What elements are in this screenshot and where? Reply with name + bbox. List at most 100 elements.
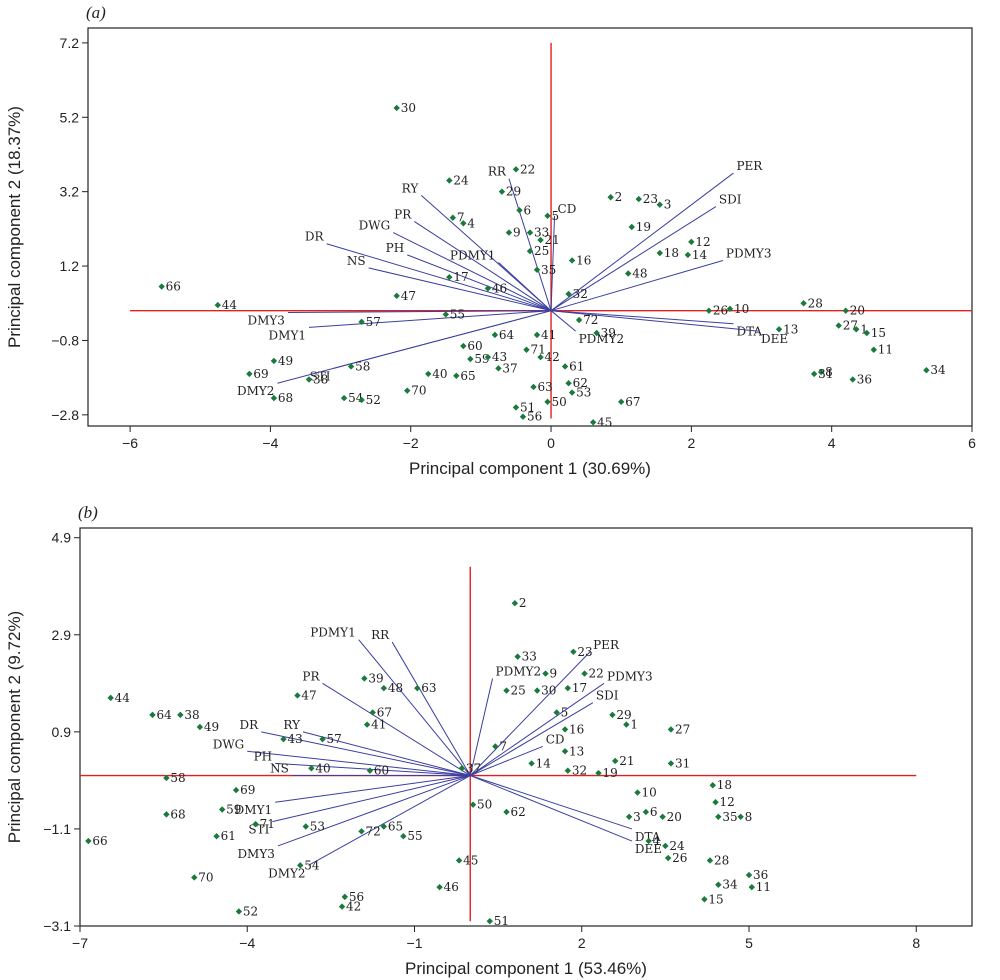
data-point-label: 37 bbox=[466, 761, 481, 775]
data-point-label: 56 bbox=[349, 890, 364, 904]
loading-vector bbox=[277, 775, 471, 847]
data-point-label: 16 bbox=[569, 722, 584, 736]
data-point-label: 12 bbox=[695, 235, 710, 249]
loading-vector bbox=[407, 254, 552, 312]
vector-label: DR bbox=[305, 230, 325, 244]
vector-label: DEE bbox=[635, 842, 662, 856]
data-point-marker bbox=[446, 177, 453, 184]
loading-vector bbox=[287, 310, 552, 314]
data-point-marker bbox=[530, 383, 537, 391]
data-point-label: 31 bbox=[675, 756, 690, 770]
vector-label: DEE bbox=[761, 332, 788, 346]
data-point-label: 48 bbox=[388, 681, 403, 695]
data-point-marker bbox=[484, 353, 492, 361]
data-point-marker bbox=[817, 368, 825, 376]
data-point-label: 28 bbox=[808, 296, 823, 310]
vector-label: DMY2 bbox=[237, 384, 274, 398]
data-point-label: 56 bbox=[527, 410, 542, 424]
data-point-label: 22 bbox=[589, 667, 604, 681]
x-tick-label: 8 bbox=[912, 935, 920, 951]
data-point-label: 54 bbox=[348, 391, 364, 405]
loading-vector bbox=[470, 745, 543, 777]
data-point-marker bbox=[706, 857, 714, 864]
data-point-label: 4 bbox=[653, 834, 661, 848]
x-axis-title: Principal component 1 (53.46%) bbox=[405, 959, 647, 978]
data-point-label: 35 bbox=[722, 810, 737, 824]
data-point-marker bbox=[449, 214, 457, 221]
data-point-marker bbox=[688, 238, 695, 246]
data-point-label: 66 bbox=[92, 834, 107, 848]
data-point-marker bbox=[270, 394, 278, 402]
data-point-marker bbox=[163, 811, 170, 818]
data-point-label: 70 bbox=[198, 870, 213, 884]
data-point-marker bbox=[737, 813, 744, 820]
data-point-label: 44 bbox=[115, 691, 131, 705]
loading-vector bbox=[469, 651, 591, 776]
data-point-marker bbox=[618, 398, 625, 406]
data-point-marker bbox=[565, 380, 572, 387]
data-point-label: 71 bbox=[260, 817, 275, 831]
data-point-label: 25 bbox=[510, 684, 525, 698]
data-point-marker bbox=[595, 769, 602, 777]
loading-vector bbox=[322, 682, 471, 776]
vector-label: PR bbox=[302, 669, 320, 683]
data-point-label: 64 bbox=[499, 328, 515, 342]
data-point-marker bbox=[568, 389, 576, 396]
data-point-label: 60 bbox=[467, 339, 482, 353]
data-point-marker bbox=[863, 329, 870, 337]
data-point-label: 45 bbox=[597, 415, 612, 429]
data-point-label: 30 bbox=[401, 101, 416, 115]
data-point-marker bbox=[400, 833, 407, 840]
x-tick-label: 0 bbox=[547, 435, 555, 451]
data-point-label: 6 bbox=[523, 203, 531, 217]
data-point-marker bbox=[526, 247, 534, 255]
vector-label: DMY1 bbox=[235, 803, 272, 817]
data-point-label: 2 bbox=[615, 190, 623, 204]
data-point-label: 4 bbox=[467, 216, 475, 230]
data-point-label: 72 bbox=[366, 824, 381, 838]
vector-label: PER bbox=[736, 159, 763, 173]
loading-vector bbox=[469, 678, 494, 776]
y-tick-label: −2.8 bbox=[51, 407, 79, 423]
data-point-marker bbox=[842, 307, 849, 314]
data-point-label: 19 bbox=[602, 766, 617, 780]
data-point-label: 13 bbox=[783, 322, 798, 336]
data-point-marker bbox=[745, 871, 753, 879]
data-point-marker bbox=[565, 290, 572, 298]
data-point-label: 10 bbox=[734, 302, 749, 316]
x-tick-label: −7 bbox=[72, 935, 88, 951]
data-point-label: 67 bbox=[377, 705, 392, 719]
data-point-marker bbox=[486, 917, 493, 925]
data-point-marker bbox=[593, 329, 600, 337]
data-point-marker bbox=[393, 292, 400, 300]
data-point-label: 65 bbox=[388, 820, 403, 834]
data-point-label: 1 bbox=[860, 322, 868, 336]
data-point-label: 52 bbox=[366, 393, 381, 407]
data-point-marker bbox=[149, 711, 156, 719]
data-point-marker bbox=[319, 735, 326, 743]
y-tick-label: 1.2 bbox=[60, 258, 80, 274]
data-point-marker bbox=[715, 881, 722, 888]
data-point-marker bbox=[512, 404, 520, 411]
data-point-label: 37 bbox=[502, 361, 517, 375]
x-tick-label: −1 bbox=[407, 935, 423, 951]
data-point-label: 17 bbox=[453, 270, 468, 284]
data-point-marker bbox=[533, 331, 541, 339]
data-point-marker bbox=[623, 721, 630, 728]
data-point-label: 65 bbox=[460, 369, 475, 383]
data-point-marker bbox=[460, 220, 467, 227]
y-tick-label: 2.9 bbox=[52, 627, 72, 643]
data-point-label: 3 bbox=[664, 198, 672, 212]
data-point-marker bbox=[107, 694, 114, 702]
data-point-label: 70 bbox=[411, 384, 426, 398]
y-tick-label: 4.9 bbox=[52, 530, 72, 546]
data-point-marker bbox=[297, 862, 304, 869]
data-point-marker bbox=[664, 854, 672, 862]
data-point-label: 34 bbox=[722, 878, 738, 892]
data-point-label: 3 bbox=[633, 810, 641, 824]
data-point-label: 47 bbox=[301, 688, 316, 702]
data-point-label: 46 bbox=[444, 880, 459, 894]
data-point-marker bbox=[446, 274, 453, 281]
vector-label: PDMY1 bbox=[310, 626, 356, 640]
